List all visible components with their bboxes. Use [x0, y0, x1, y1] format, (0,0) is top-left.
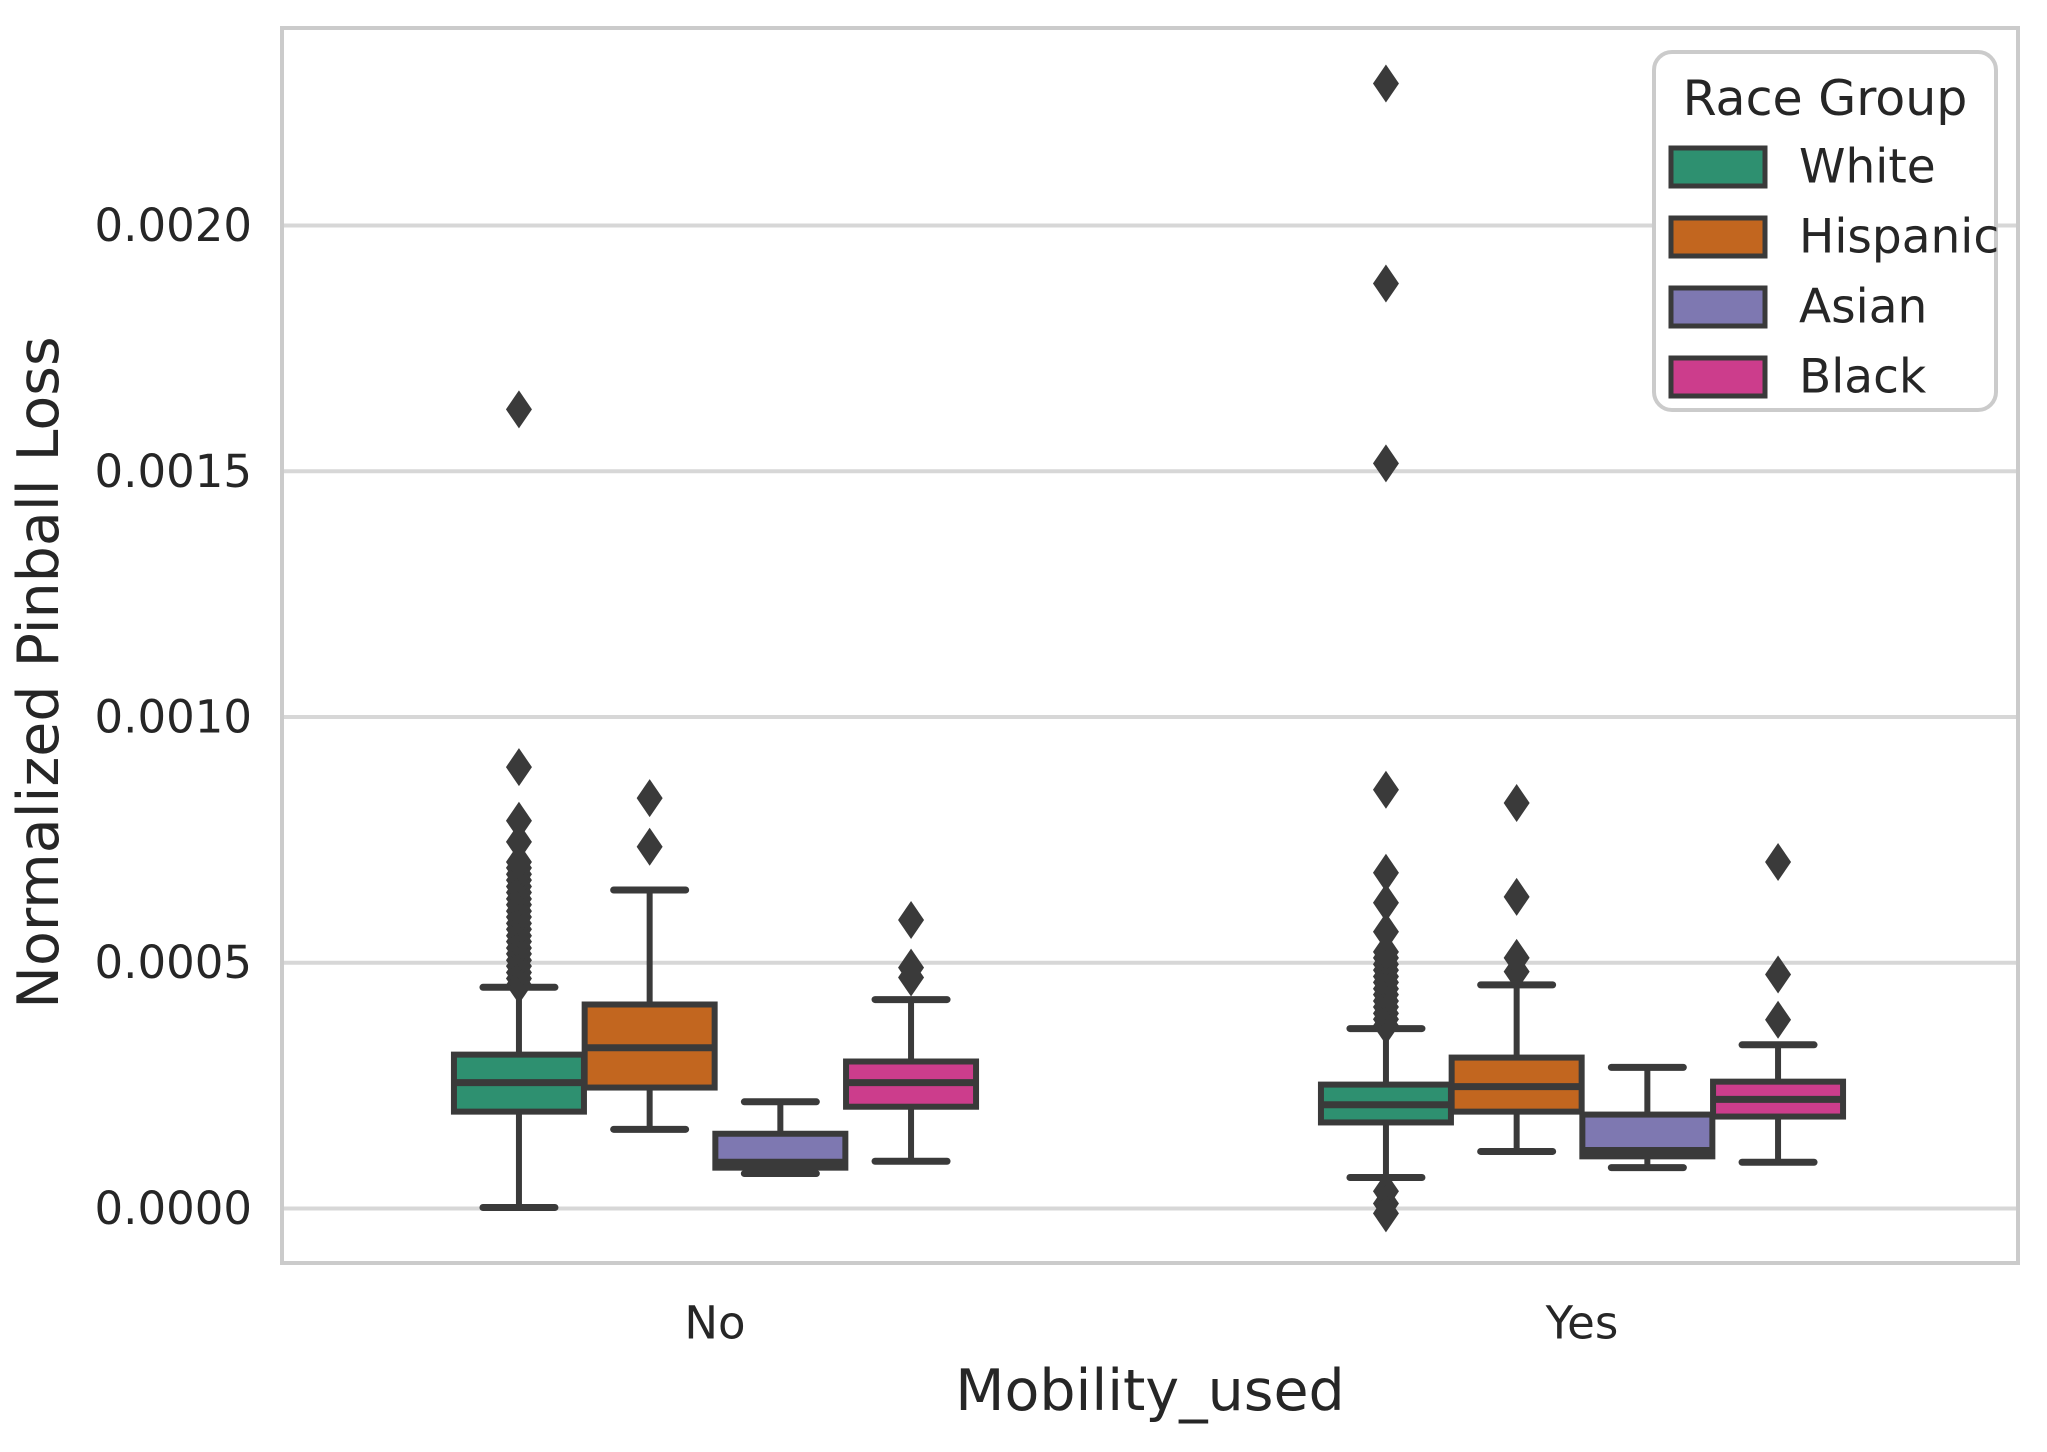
box-white-yes: [1317, 1025, 1454, 1181]
box-asian-yes: [1579, 1063, 1716, 1172]
x-tick-yes: Yes: [1545, 1297, 1619, 1350]
outlier-diamond: [1765, 1000, 1792, 1039]
outlier-diamond: [1372, 264, 1399, 303]
outlier-diamond: [505, 842, 532, 881]
axes-border: [280, 26, 2020, 1265]
legend-title: Race Group: [1683, 70, 1968, 127]
outlier-diamond: [1372, 883, 1399, 922]
outlier-diamond: [1372, 64, 1399, 103]
outlier-diamond: [1503, 784, 1530, 823]
box-asian-no: [712, 1098, 849, 1178]
outlier-diamond: [636, 827, 663, 866]
box-hispanic-no: [581, 886, 718, 1133]
outlier-diamond: [636, 779, 663, 818]
outlier-diamond: [1503, 938, 1530, 977]
box-hispanic-yes: [1448, 981, 1585, 1155]
legend-swatch-asian: [1668, 285, 1768, 329]
y-tick-0.0015: 0.0015: [95, 445, 252, 498]
outlier-diamond: [505, 801, 532, 840]
y-tick-0.0000: 0.0000: [95, 1182, 252, 1235]
outliers-hispanic-no: [636, 779, 663, 866]
outlier-diamond: [1765, 955, 1792, 994]
outlier-diamond: [1503, 877, 1530, 916]
y-tick-0.0005: 0.0005: [95, 936, 252, 989]
box-black-yes: [1710, 1041, 1847, 1166]
outlier-diamond: [1372, 912, 1399, 951]
legend-item-asian: Asian: [1668, 280, 1927, 335]
legend-swatch-white: [1668, 145, 1768, 189]
outlier-diamond: [1372, 853, 1399, 892]
outliers-white-no: [505, 390, 532, 1004]
outlier-diamond: [898, 900, 925, 939]
x-tick-no: No: [684, 1297, 745, 1350]
outliers-black-no: [898, 900, 925, 997]
legend-label-black: Black: [1799, 350, 1927, 405]
legend-items: White Hispanic Asian Black: [1668, 140, 1999, 405]
outlier-diamond: [505, 390, 532, 429]
outlier-diamond: [1765, 842, 1792, 881]
outliers-white-yes: [1372, 64, 1399, 1233]
legend-swatch-hispanic: [1668, 215, 1768, 259]
outlier-diamond: [1372, 444, 1399, 483]
gridlines: [282, 223, 2018, 1211]
outliers-hispanic-yes: [1503, 784, 1530, 991]
outlier-diamond: [1372, 932, 1399, 971]
legend-label-white: White: [1799, 140, 1936, 195]
outliers-black-yes: [1765, 842, 1792, 1039]
legend-label-hispanic: Hispanic: [1799, 210, 1999, 265]
y-tick-labels: 0.0000 0.0005 0.0010 0.0015 0.0020: [95, 199, 252, 1235]
legend: Race Group White Hispanic Asian Black: [1652, 50, 1999, 412]
legend-label-asian: Asian: [1799, 280, 1927, 335]
legend-item-black: Black: [1668, 350, 1927, 405]
outlier-diamond: [505, 748, 532, 787]
x-axis-label: Mobility_used: [955, 1358, 1344, 1424]
legend-item-hispanic: Hispanic: [1668, 210, 1999, 265]
box-white-no: [450, 983, 587, 1211]
outlier-diamond: [505, 822, 532, 861]
y-tick-0.0010: 0.0010: [95, 691, 252, 744]
x-tick-labels: No Yes: [684, 1297, 1618, 1350]
y-axis-label: Normalized Pinball Loss: [6, 336, 72, 1008]
outlier-diamond: [1372, 1194, 1399, 1233]
box-black-no: [843, 996, 980, 1165]
plot-spines: [280, 26, 2020, 1265]
legend-item-white: White: [1668, 140, 1936, 195]
outlier-diamond: [1372, 770, 1399, 809]
outliers-layer: [505, 64, 1792, 1233]
boxes-layer: [450, 886, 1847, 1211]
legend-swatch-black: [1668, 355, 1768, 399]
outlier-diamond: [898, 948, 925, 987]
y-tick-0.0020: 0.0020: [95, 199, 252, 252]
